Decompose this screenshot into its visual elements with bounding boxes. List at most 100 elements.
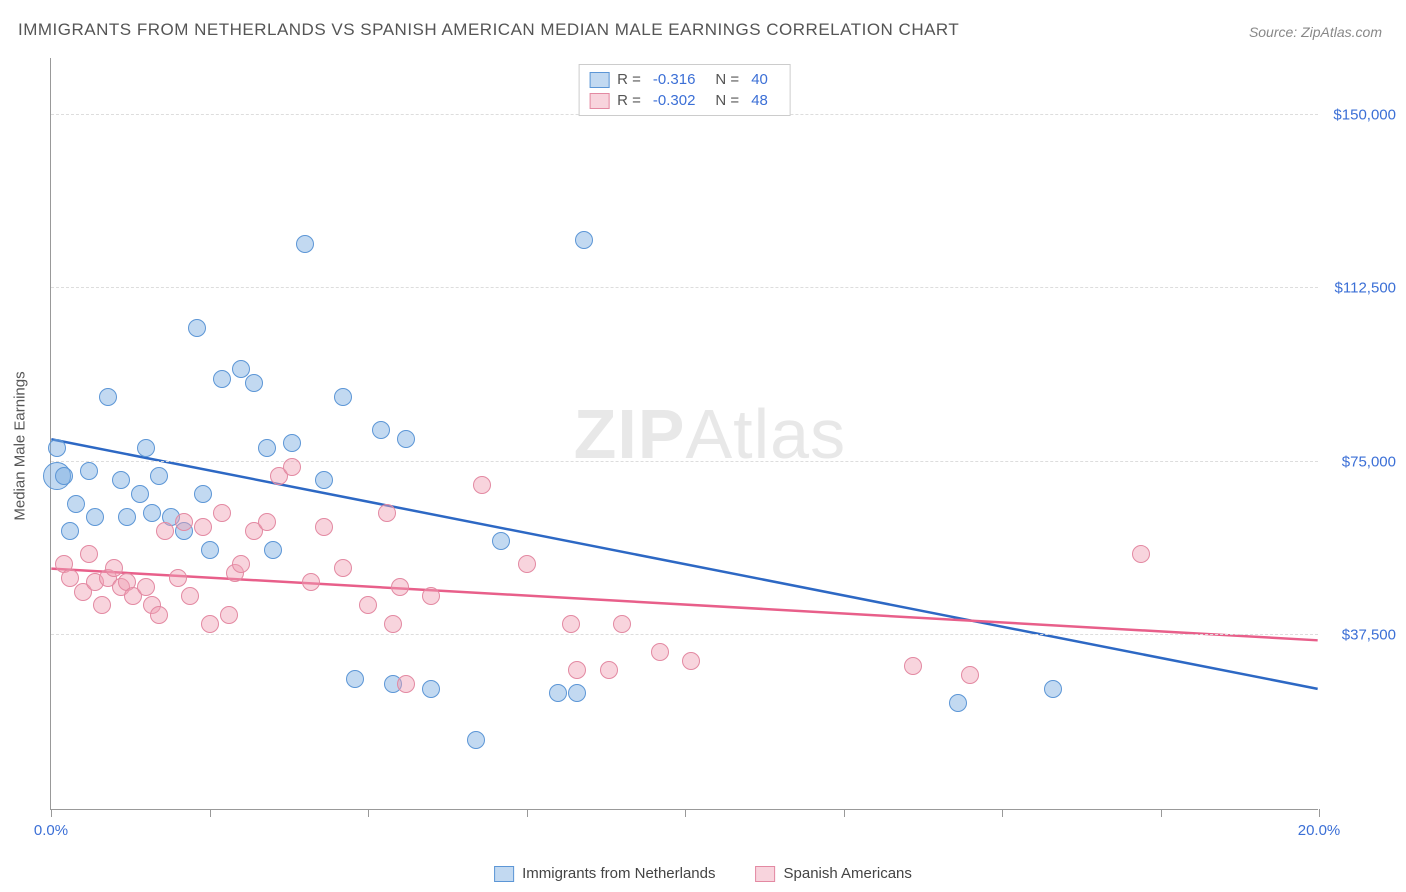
legend-row-series-1: R = -0.316 N = 40 xyxy=(589,69,780,90)
legend-item-2: Spanish Americans xyxy=(756,865,912,882)
data-point xyxy=(118,508,136,526)
x-tick xyxy=(1002,809,1003,817)
source-attribution: Source: ZipAtlas.com xyxy=(1249,24,1382,40)
data-point xyxy=(315,518,333,536)
plot-area: ZIPAtlas R = -0.316 N = 40 R = -0.302 N … xyxy=(50,58,1318,810)
x-tick-label: 20.0% xyxy=(1298,822,1341,839)
x-tick-label: 0.0% xyxy=(34,822,68,839)
data-point xyxy=(245,374,263,392)
data-point xyxy=(67,495,85,513)
swatch-icon xyxy=(494,866,514,882)
data-point xyxy=(422,680,440,698)
data-point xyxy=(150,606,168,624)
series-legend: Immigrants from Netherlands Spanish Amer… xyxy=(494,865,912,882)
data-point xyxy=(258,513,276,531)
data-point xyxy=(61,522,79,540)
x-tick xyxy=(685,809,686,817)
data-point xyxy=(346,670,364,688)
data-point xyxy=(334,388,352,406)
data-point xyxy=(283,458,301,476)
x-tick xyxy=(527,809,528,817)
y-tick-label: $150,000 xyxy=(1326,106,1396,123)
data-point xyxy=(213,504,231,522)
legend-item-1: Immigrants from Netherlands xyxy=(494,865,715,882)
x-tick xyxy=(1161,809,1162,817)
data-point xyxy=(201,541,219,559)
x-tick xyxy=(51,809,52,817)
x-tick xyxy=(368,809,369,817)
trend-line xyxy=(51,569,1317,641)
gridline xyxy=(51,634,1318,635)
data-point xyxy=(150,467,168,485)
y-tick-label: $37,500 xyxy=(1326,627,1396,644)
data-point xyxy=(568,684,586,702)
r-value-1: -0.316 xyxy=(653,71,696,88)
swatch-series-1 xyxy=(589,72,609,88)
data-point xyxy=(492,532,510,550)
data-point xyxy=(562,615,580,633)
data-point xyxy=(1132,545,1150,563)
data-point xyxy=(372,421,390,439)
data-point xyxy=(384,615,402,633)
data-point xyxy=(93,596,111,614)
chart-title: IMMIGRANTS FROM NETHERLANDS VS SPANISH A… xyxy=(18,20,959,40)
data-point xyxy=(334,559,352,577)
data-point xyxy=(378,504,396,522)
swatch-icon xyxy=(756,866,776,882)
data-point xyxy=(904,657,922,675)
data-point xyxy=(359,596,377,614)
legend-row-series-2: R = -0.302 N = 48 xyxy=(589,90,780,111)
data-point xyxy=(549,684,567,702)
data-point xyxy=(302,573,320,591)
data-point xyxy=(613,615,631,633)
x-tick xyxy=(210,809,211,817)
data-point xyxy=(283,434,301,452)
data-point xyxy=(175,513,193,531)
swatch-series-2 xyxy=(589,93,609,109)
data-point xyxy=(201,615,219,633)
gridline xyxy=(51,461,1318,462)
n-value-1: 40 xyxy=(751,71,768,88)
data-point xyxy=(473,476,491,494)
data-point xyxy=(600,661,618,679)
data-point xyxy=(397,675,415,693)
data-point xyxy=(112,471,130,489)
data-point xyxy=(213,370,231,388)
data-point xyxy=(86,508,104,526)
x-tick xyxy=(1319,809,1320,817)
x-tick xyxy=(844,809,845,817)
data-point xyxy=(137,439,155,457)
data-point xyxy=(156,522,174,540)
data-point xyxy=(220,606,238,624)
gridline xyxy=(51,287,1318,288)
data-point xyxy=(949,694,967,712)
data-point xyxy=(169,569,187,587)
data-point xyxy=(143,504,161,522)
data-point xyxy=(296,235,314,253)
data-point xyxy=(131,485,149,503)
data-point xyxy=(264,541,282,559)
data-point xyxy=(48,439,66,457)
data-point xyxy=(467,731,485,749)
n-value-2: 48 xyxy=(751,92,768,109)
data-point xyxy=(518,555,536,573)
r-value-2: -0.302 xyxy=(653,92,696,109)
data-point xyxy=(651,643,669,661)
legend-label-1: Immigrants from Netherlands xyxy=(522,865,715,882)
correlation-legend: R = -0.316 N = 40 R = -0.302 N = 48 xyxy=(578,64,791,116)
data-point xyxy=(55,467,73,485)
data-point xyxy=(181,587,199,605)
y-axis-title: Median Male Earnings xyxy=(12,371,29,520)
data-point xyxy=(194,485,212,503)
y-tick-label: $112,500 xyxy=(1326,280,1396,297)
data-point xyxy=(961,666,979,684)
data-point xyxy=(575,231,593,249)
data-point xyxy=(682,652,700,670)
data-point xyxy=(397,430,415,448)
data-point xyxy=(188,319,206,337)
data-point xyxy=(568,661,586,679)
legend-label-2: Spanish Americans xyxy=(784,865,912,882)
data-point xyxy=(99,388,117,406)
data-point xyxy=(232,555,250,573)
data-point xyxy=(137,578,155,596)
